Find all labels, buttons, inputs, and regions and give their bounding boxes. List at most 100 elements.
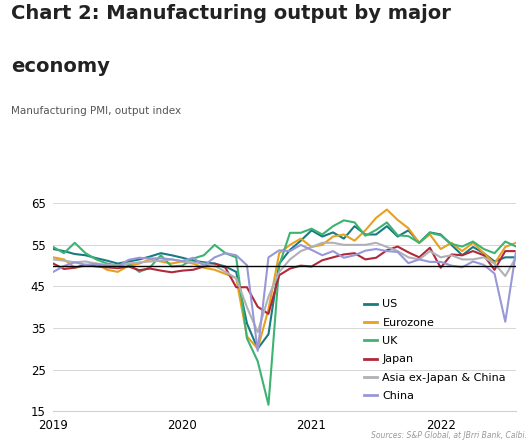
Eurozone bbox=[480, 251, 487, 256]
Japan bbox=[233, 285, 239, 290]
Eurozone bbox=[448, 240, 455, 245]
Japan bbox=[470, 248, 476, 254]
China bbox=[287, 248, 293, 254]
Japan bbox=[330, 255, 336, 260]
Asia ex-Japan & China bbox=[513, 255, 519, 260]
China bbox=[104, 263, 110, 268]
Asia ex-Japan & China bbox=[492, 261, 498, 266]
Eurozone bbox=[179, 259, 186, 264]
Legend: US, Eurozone, UK, Japan, Asia ex-Japan & China, China: US, Eurozone, UK, Japan, Asia ex-Japan &… bbox=[359, 295, 511, 405]
US bbox=[340, 236, 347, 241]
Eurozone bbox=[211, 267, 218, 272]
China bbox=[82, 262, 89, 267]
US bbox=[502, 255, 509, 260]
US bbox=[222, 264, 229, 269]
Japan bbox=[362, 257, 369, 262]
UK bbox=[93, 257, 99, 262]
US bbox=[157, 251, 164, 256]
Asia ex-Japan & China bbox=[287, 257, 293, 262]
US bbox=[352, 224, 358, 229]
China bbox=[254, 348, 261, 354]
US bbox=[319, 234, 326, 239]
UK bbox=[394, 232, 401, 238]
US bbox=[480, 251, 487, 256]
China bbox=[50, 269, 56, 274]
Eurozone bbox=[416, 240, 422, 245]
Japan bbox=[114, 266, 121, 271]
UK bbox=[190, 256, 196, 261]
US bbox=[179, 255, 186, 260]
China bbox=[330, 248, 336, 254]
UK bbox=[287, 230, 293, 236]
Eurozone bbox=[126, 263, 132, 268]
UK bbox=[427, 230, 433, 236]
UK bbox=[147, 265, 153, 270]
Asia ex-Japan & China bbox=[405, 255, 412, 260]
China bbox=[384, 248, 390, 254]
China bbox=[244, 263, 250, 268]
China bbox=[297, 242, 304, 248]
Asia ex-Japan & China bbox=[254, 329, 261, 335]
US bbox=[492, 259, 498, 264]
Asia ex-Japan & China bbox=[373, 240, 379, 245]
Japan bbox=[437, 265, 444, 271]
Asia ex-Japan & China bbox=[126, 261, 132, 266]
Eurozone bbox=[61, 257, 67, 262]
US bbox=[93, 255, 99, 261]
UK bbox=[233, 255, 239, 260]
China bbox=[362, 248, 369, 253]
US bbox=[61, 248, 67, 254]
China bbox=[502, 319, 509, 324]
Eurozone bbox=[233, 275, 239, 281]
China bbox=[352, 253, 358, 258]
Text: Sources: S&P Global, at JBrri Bank, Calbi.: Sources: S&P Global, at JBrri Bank, Calb… bbox=[371, 431, 527, 440]
Japan bbox=[157, 268, 164, 273]
Eurozone bbox=[437, 246, 444, 251]
US bbox=[309, 228, 315, 233]
Asia ex-Japan & China bbox=[319, 240, 326, 245]
Eurozone bbox=[319, 242, 326, 248]
UK bbox=[459, 244, 466, 249]
Asia ex-Japan & China bbox=[147, 259, 153, 264]
Eurozone bbox=[157, 259, 164, 264]
Japan bbox=[340, 252, 347, 257]
UK bbox=[169, 264, 175, 269]
China bbox=[340, 255, 347, 260]
Japan bbox=[459, 253, 466, 258]
China bbox=[276, 248, 282, 253]
Asia ex-Japan & China bbox=[201, 261, 207, 266]
UK bbox=[244, 336, 250, 341]
China bbox=[470, 259, 476, 264]
Eurozone bbox=[114, 269, 121, 274]
China bbox=[126, 257, 132, 263]
China bbox=[201, 263, 207, 268]
UK bbox=[362, 233, 369, 238]
China bbox=[169, 257, 175, 262]
US bbox=[169, 253, 175, 258]
Japan bbox=[71, 265, 78, 271]
China bbox=[211, 255, 218, 260]
UK bbox=[470, 239, 476, 244]
UK bbox=[179, 263, 186, 268]
Japan bbox=[384, 248, 390, 253]
UK bbox=[416, 240, 422, 245]
US bbox=[50, 246, 56, 251]
Japan bbox=[309, 264, 315, 269]
Eurozone bbox=[362, 228, 369, 233]
Eurozone bbox=[50, 255, 56, 260]
Text: Chart 2: Manufacturing output by major: Chart 2: Manufacturing output by major bbox=[11, 4, 451, 23]
Japan bbox=[61, 267, 67, 272]
US bbox=[362, 232, 369, 237]
Asia ex-Japan & China bbox=[265, 294, 272, 300]
China bbox=[319, 253, 326, 258]
US bbox=[114, 261, 121, 266]
Eurozone bbox=[394, 217, 401, 223]
Eurozone bbox=[244, 334, 250, 339]
Eurozone bbox=[136, 261, 143, 266]
Asia ex-Japan & China bbox=[211, 263, 218, 268]
US bbox=[82, 253, 89, 258]
Asia ex-Japan & China bbox=[244, 305, 250, 310]
Asia ex-Japan & China bbox=[459, 257, 466, 262]
Japan bbox=[480, 253, 487, 258]
US bbox=[147, 254, 153, 259]
